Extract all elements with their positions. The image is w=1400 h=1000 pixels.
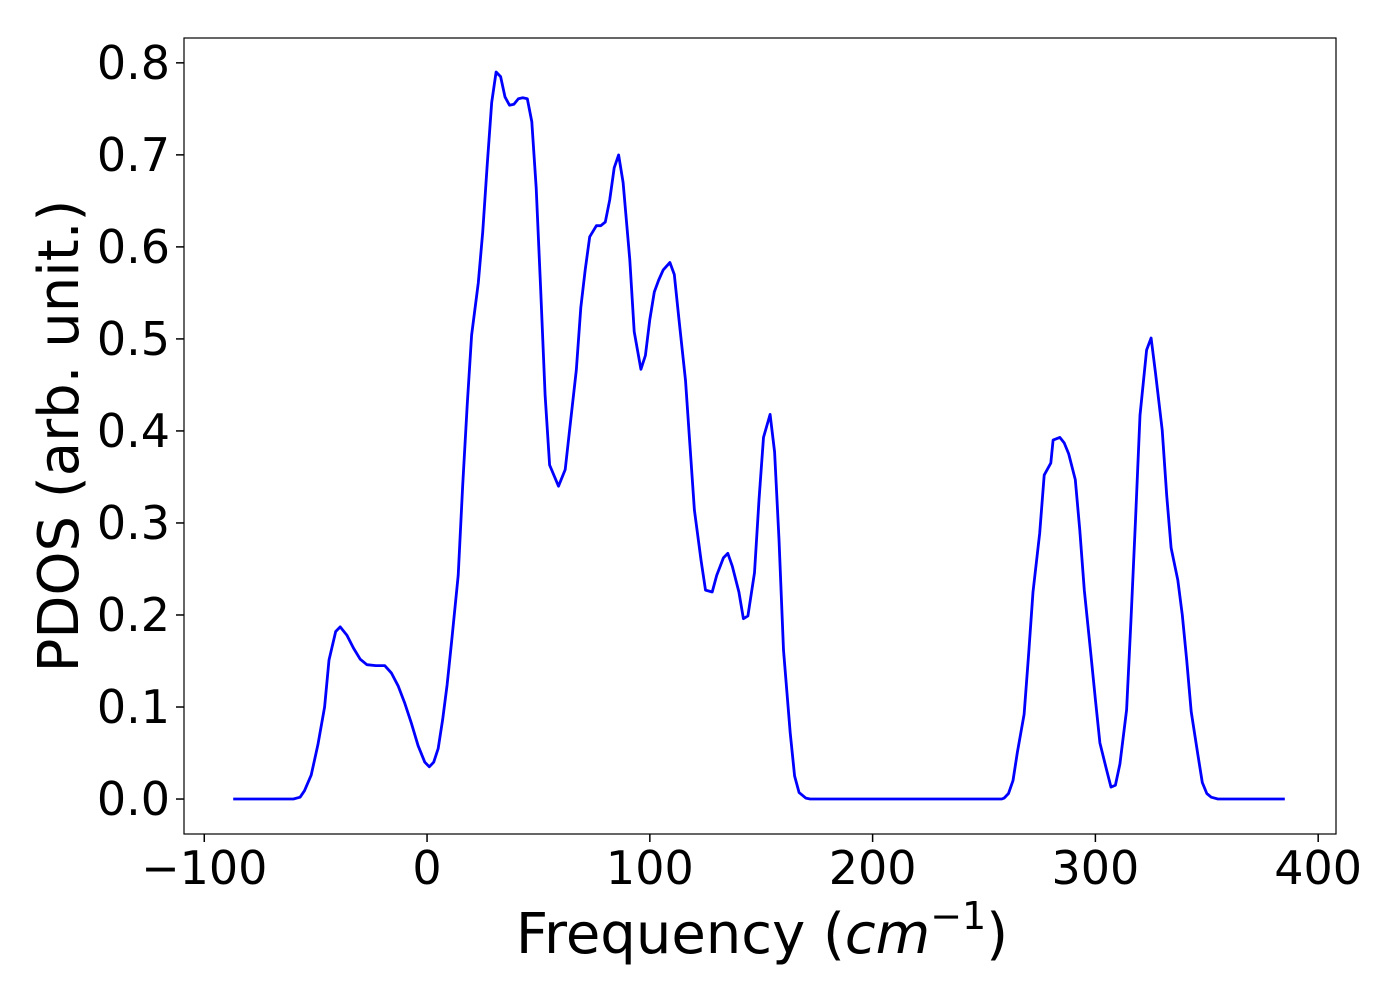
y-axis-label: PDOS (arb. unit.)	[27, 200, 92, 673]
x-label-unit: cm	[845, 902, 930, 967]
x-label-text: Frequency (	[516, 902, 845, 967]
x-tick-label: 400	[1274, 841, 1362, 895]
y-tick-label: 0.1	[97, 680, 170, 734]
x-axis-label: Frequency (cm−1)	[516, 894, 1008, 967]
data-line	[233, 70, 1285, 801]
y-tick-label: 0.7	[97, 128, 170, 182]
y-tick-label: 0.8	[97, 36, 170, 90]
plot-frame	[183, 37, 1337, 835]
y-tick-label: 0.3	[97, 496, 170, 550]
y-tick-label: 0.4	[97, 404, 170, 458]
y-tick-label: 0.5	[97, 312, 170, 366]
x-tick-label: 200	[829, 841, 917, 895]
x-label-exponent: −1	[930, 894, 986, 938]
x-tick-label: 0	[412, 841, 441, 895]
x-label-close: )	[986, 902, 1008, 967]
y-tick-label: 0.6	[97, 220, 170, 274]
x-tick-label: 300	[1051, 841, 1139, 895]
x-tick-label: −100	[141, 841, 267, 895]
y-tick-label: 0.2	[97, 588, 170, 642]
x-tick-label: 100	[606, 841, 694, 895]
y-tick-label: 0.0	[97, 772, 170, 826]
